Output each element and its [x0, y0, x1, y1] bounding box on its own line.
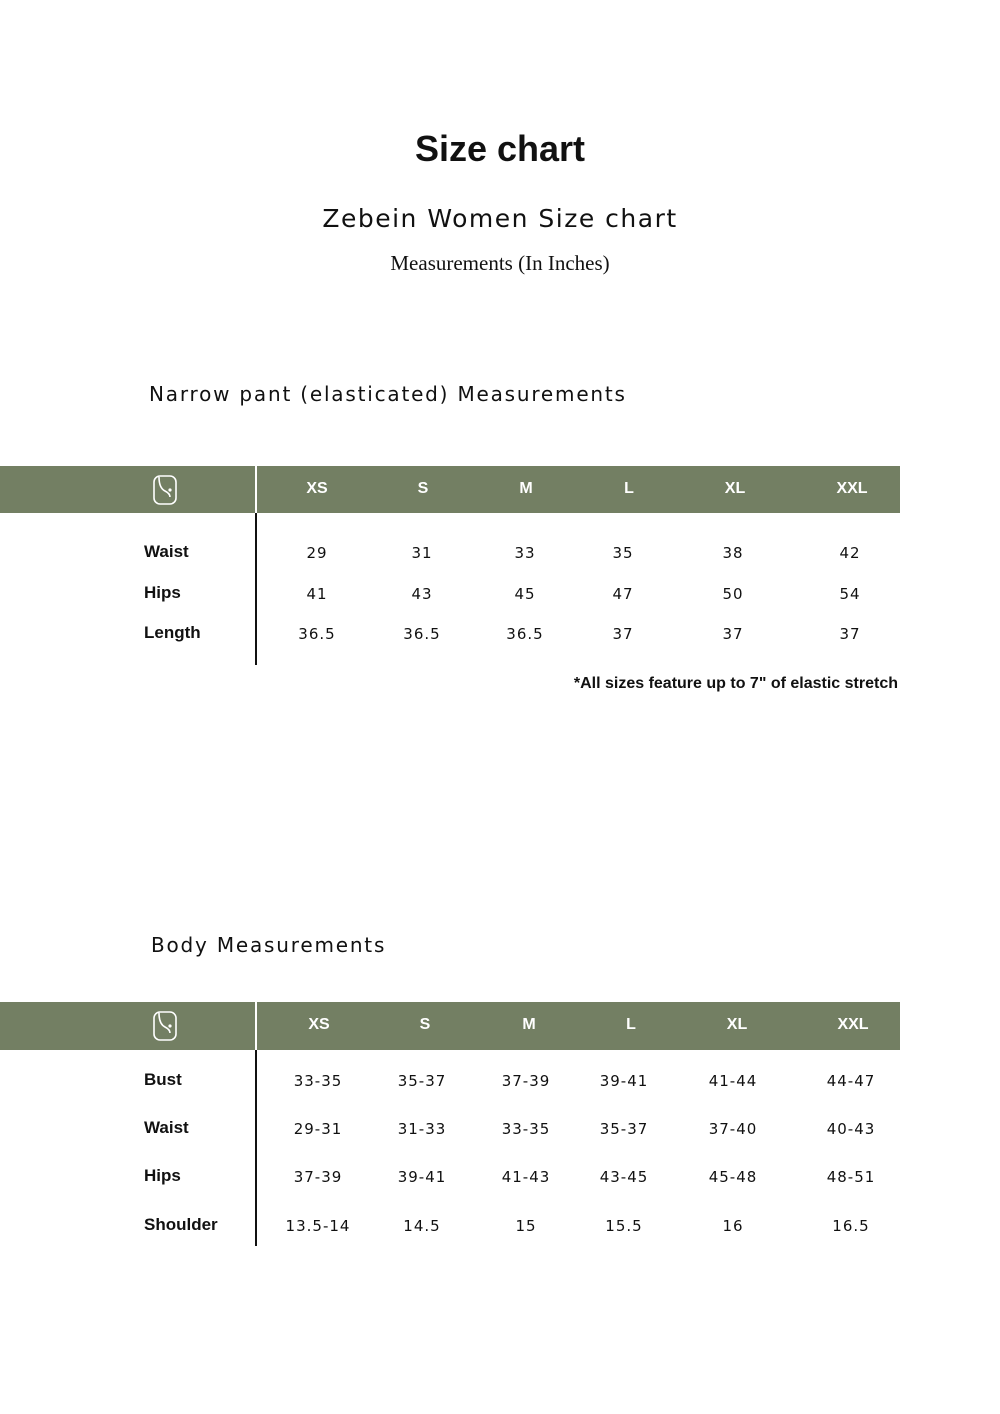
table-cell: 47	[612, 585, 634, 603]
table-cell: 16.5	[832, 1217, 870, 1235]
table-cell: 36.5	[403, 625, 441, 643]
table-cell: 37-40	[708, 1120, 758, 1138]
size-header-5: XXL	[837, 1016, 869, 1033]
measuring-tape-icon	[153, 1011, 177, 1041]
row-label: Hips	[144, 583, 181, 602]
table-cell: 35-37	[397, 1072, 447, 1090]
table-header: XS S M L XL XXL	[0, 1002, 900, 1050]
body-section-heading: Body Measurements	[151, 933, 387, 957]
table-cell: 31-33	[397, 1120, 447, 1138]
table-cell: 29-31	[293, 1120, 343, 1138]
table-cell: 43-45	[599, 1168, 649, 1186]
table-cell: 37	[612, 625, 634, 643]
size-header-2: M	[522, 1016, 536, 1033]
table-cell: 15	[515, 1217, 537, 1235]
table-cell: 41	[306, 585, 328, 603]
size-header-4: XL	[726, 1016, 748, 1033]
table-cell: 13.5-14	[285, 1217, 351, 1235]
table-cell: 37	[722, 625, 744, 643]
row-label: Hips	[144, 1166, 181, 1185]
table-cell: 33-35	[293, 1072, 343, 1090]
size-header-3: L	[626, 1016, 636, 1033]
column-divider	[255, 1050, 257, 1246]
size-header-0: XS	[306, 479, 328, 497]
table-cell: 37	[839, 625, 861, 643]
table-cell: 15.5	[605, 1217, 643, 1235]
table-cell: 48-51	[826, 1168, 876, 1186]
table-cell: 37-39	[501, 1072, 551, 1090]
table-cell: 31	[411, 544, 433, 562]
table-cell: 40-43	[826, 1120, 876, 1138]
table-cell: 14.5	[403, 1217, 441, 1235]
table-cell: 36.5	[298, 625, 336, 643]
header-divider	[255, 466, 257, 513]
size-header-4: XL	[724, 479, 746, 497]
row-label: Bust	[144, 1070, 182, 1089]
header-divider	[255, 1002, 257, 1050]
size-header-3: L	[624, 479, 634, 497]
table-cell: 35-37	[599, 1120, 649, 1138]
size-header-1: S	[417, 479, 429, 497]
table-cell: 35	[612, 544, 634, 562]
table-cell: 38	[722, 544, 744, 562]
table-cell: 43	[411, 585, 433, 603]
size-header-0: XS	[308, 1016, 330, 1033]
table-cell: 41-43	[501, 1168, 551, 1186]
table-cell: 39-41	[599, 1072, 649, 1090]
elastic-footnote: *All sizes feature up to 7" of elastic s…	[573, 675, 898, 692]
page-title: Size chart	[414, 128, 586, 169]
subtitle: Zebein Women Size chart	[322, 204, 678, 233]
table-cell: 45	[514, 585, 536, 603]
table-cell: 42	[839, 544, 861, 562]
size-header-5: XXL	[836, 479, 868, 497]
row-label: Shoulder	[144, 1215, 218, 1234]
table-cell: 50	[722, 585, 744, 603]
table-cell: 37-39	[293, 1168, 343, 1186]
row-label: Length	[144, 623, 201, 642]
row-label: Waist	[144, 542, 189, 561]
table-cell: 16	[722, 1217, 744, 1235]
table-cell: 54	[839, 585, 861, 603]
pant-section-heading: Narrow pant (elasticated) Measurements	[149, 382, 627, 406]
table-cell: 45-48	[708, 1168, 758, 1186]
measurements-note: Measurements (In Inches)	[390, 251, 610, 275]
table-cell: 44-47	[826, 1072, 876, 1090]
table-header: XS S M L XL XXL	[0, 466, 900, 513]
table-cell: 33-35	[501, 1120, 551, 1138]
row-label: Waist	[144, 1118, 189, 1137]
size-header-2: M	[519, 479, 533, 497]
column-divider	[255, 513, 257, 665]
table-cell: 39-41	[397, 1168, 447, 1186]
table-cell: 29	[306, 544, 328, 562]
table-cell: 33	[514, 544, 536, 562]
table-cell: 36.5	[506, 625, 544, 643]
size-header-1: S	[419, 1016, 431, 1033]
measuring-tape-icon	[153, 474, 177, 505]
table-cell: 41-44	[708, 1072, 758, 1090]
